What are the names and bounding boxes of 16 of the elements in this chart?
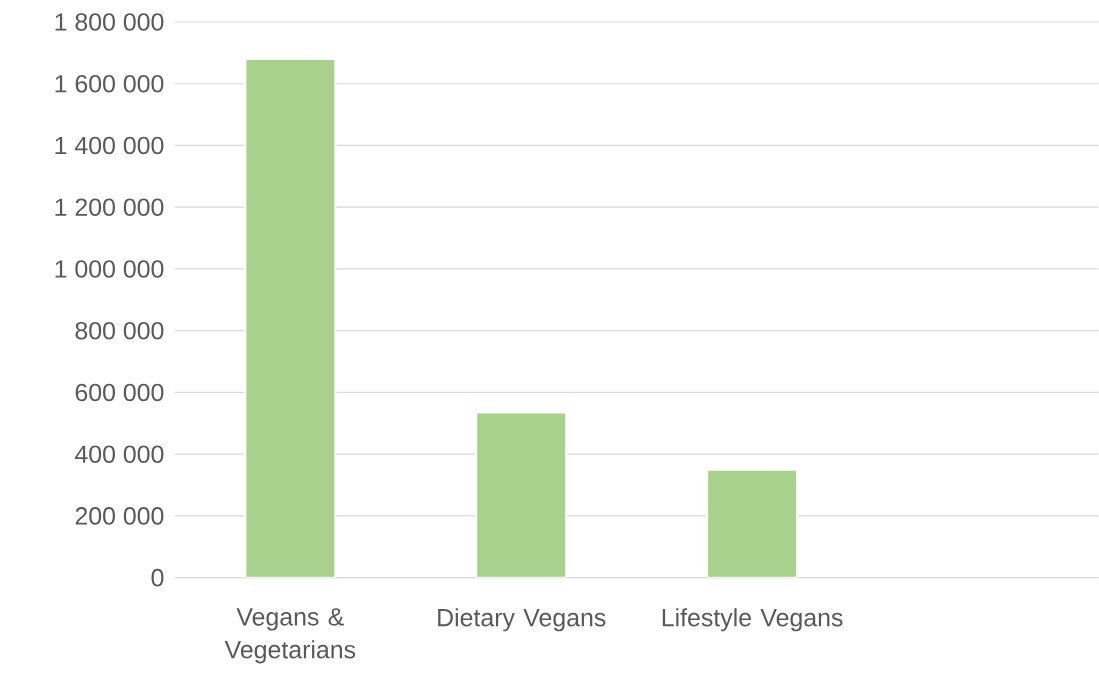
y-tick-label: 400 000 <box>75 445 164 464</box>
y-tick-label: 1 600 000 <box>55 75 164 93</box>
x-tick-label: Lifestyle Vegans <box>662 608 843 632</box>
x-tick-label: Vegans & Vegetarians <box>224 608 356 664</box>
bar <box>706 468 799 578</box>
x-tick-label: Dietary Vegans <box>438 608 606 632</box>
y-tick-label: 0 <box>151 569 164 587</box>
bar <box>244 58 337 578</box>
y-tick-label: 200 000 <box>75 507 164 525</box>
y-tick-label: 1 800 000 <box>55 13 164 31</box>
y-tick-label: 800 000 <box>75 322 164 340</box>
bar <box>475 411 568 578</box>
y-tick-label: 1 200 000 <box>55 198 164 217</box>
y-tick-label: 1 400 000 <box>55 136 164 155</box>
y-tick-label: 600 000 <box>75 383 164 402</box>
y-tick-label: 1 000 000 <box>55 260 164 278</box>
